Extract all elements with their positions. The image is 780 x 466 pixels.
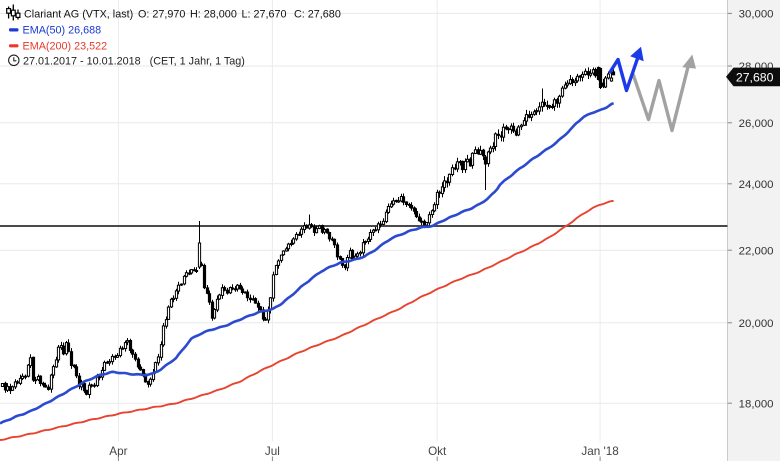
svg-text:24,000: 24,000 <box>739 179 774 191</box>
svg-text:H: 28,000: H: 28,000 <box>190 8 237 20</box>
svg-text:27.01.2017 - 10.01.2018 (CET: 27.01.2017 - 10.01.2018 (CET, 1 Jahr, 1 … <box>23 56 245 68</box>
svg-text:22,000: 22,000 <box>739 245 774 257</box>
svg-text:C: 27,680: C: 27,680 <box>294 8 341 20</box>
svg-text:Apr: Apr <box>109 445 127 458</box>
svg-text:Clariant AG (VTX, last): Clariant AG (VTX, last) <box>24 8 133 20</box>
svg-text:Jul: Jul <box>265 445 280 458</box>
svg-text:26,000: 26,000 <box>739 118 774 130</box>
svg-text:EMA(50) 26,688: EMA(50) 26,688 <box>23 25 102 37</box>
svg-text:18,000: 18,000 <box>739 398 774 410</box>
svg-text:EMA(200) 23,522: EMA(200) 23,522 <box>23 40 108 52</box>
svg-text:O: 27,970: O: 27,970 <box>138 8 185 20</box>
svg-text:L: 27,670: L: 27,670 <box>242 8 287 20</box>
svg-text:27,680: 27,680 <box>736 70 774 84</box>
svg-text:Jan '18: Jan '18 <box>581 445 618 458</box>
svg-text:Okt: Okt <box>428 445 447 458</box>
svg-text:30,000: 30,000 <box>739 9 774 21</box>
svg-text:20,000: 20,000 <box>739 318 774 330</box>
